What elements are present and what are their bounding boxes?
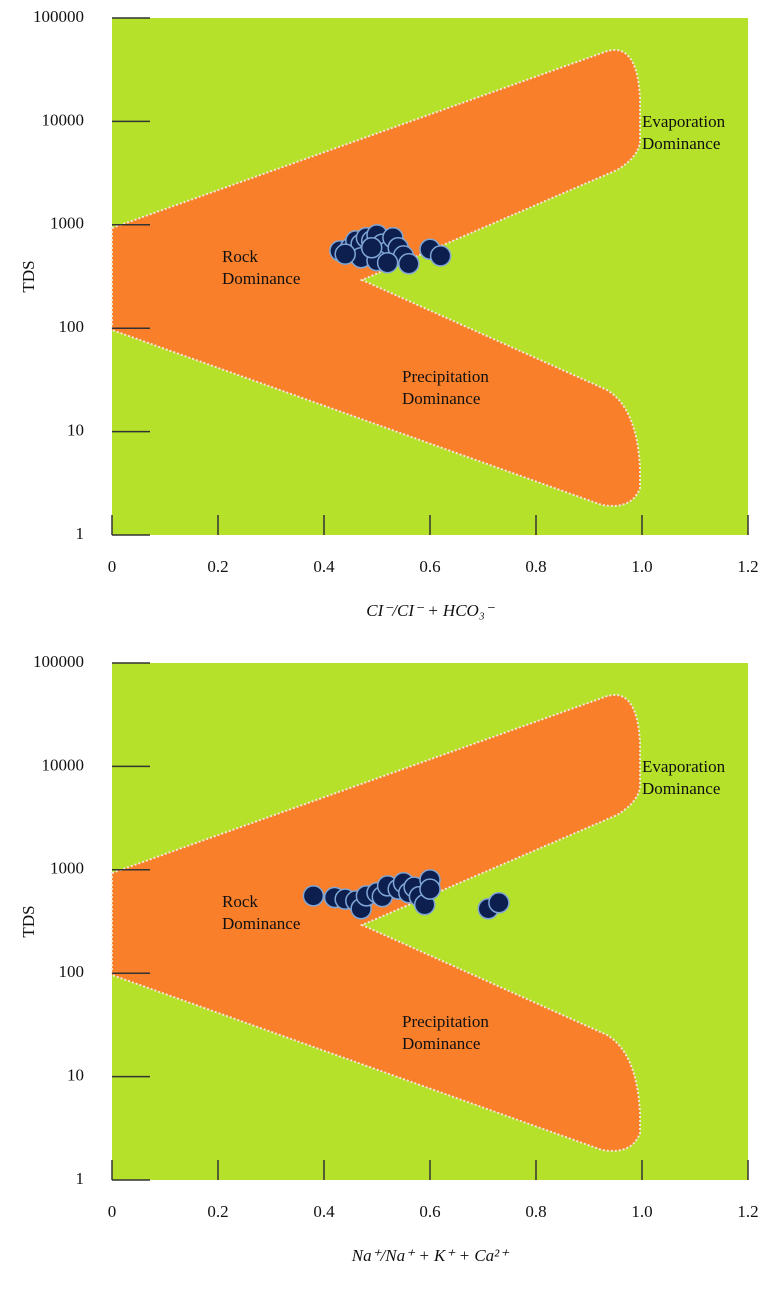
x-tick-label: 0.6 xyxy=(419,1202,440,1221)
y-tick-label: 1 xyxy=(76,1169,85,1188)
region-label: Dominance xyxy=(222,914,300,933)
y-tick-label: 100 xyxy=(59,317,85,336)
x-tick-label: 0.2 xyxy=(207,557,228,576)
data-point xyxy=(302,885,325,907)
x-tick-label: 0.4 xyxy=(313,557,335,576)
dominance-region xyxy=(111,694,641,1152)
region-label: Precipitation xyxy=(402,1012,489,1031)
x-tick-label: 1.2 xyxy=(737,557,758,576)
y-axis-label: TDS xyxy=(19,905,38,937)
y-tick-label: 10000 xyxy=(42,110,85,129)
region-label: Dominance xyxy=(642,779,720,798)
y-tick-label: 1000 xyxy=(50,859,84,878)
x-tick-label: 0.8 xyxy=(525,557,546,576)
x-tick-label: 0.4 xyxy=(313,1202,335,1221)
x-tick-label: 1.0 xyxy=(631,1202,652,1221)
region-label: Dominance xyxy=(642,134,720,153)
region-label: Evaporation xyxy=(642,112,726,131)
y-tick-label: 100000 xyxy=(33,7,84,26)
y-tick-label: 1000 xyxy=(50,214,84,233)
y-tick-label: 100 xyxy=(59,962,85,981)
x-axis-label: Na⁺/Na⁺ + K⁺ + Ca²⁺ xyxy=(351,1246,511,1265)
x-tick-label: 0 xyxy=(108,1202,117,1221)
data-point xyxy=(419,878,441,900)
data-point xyxy=(488,892,510,914)
y-tick-label: 1 xyxy=(76,524,85,543)
x-tick-label: 1.0 xyxy=(631,557,652,576)
x-tick-label: 0.6 xyxy=(419,557,440,576)
data-point xyxy=(334,243,356,265)
x-tick-label: 1.2 xyxy=(737,1202,758,1221)
region-label: Dominance xyxy=(222,269,300,288)
data-point xyxy=(429,245,452,267)
x-axis-label: CI⁻/CI⁻ + HCO₃⁻ xyxy=(366,601,495,620)
y-axis-label: TDS xyxy=(19,260,38,292)
data-point xyxy=(398,253,420,275)
y-tick-label: 10 xyxy=(67,1066,84,1085)
data-point xyxy=(360,236,383,259)
region-label: Rock xyxy=(222,892,258,911)
x-tick-label: 0 xyxy=(108,557,117,576)
y-tick-label: 10000 xyxy=(42,755,85,774)
region-label: Dominance xyxy=(402,389,480,408)
region-label: Rock xyxy=(222,247,258,266)
y-tick-label: 100000 xyxy=(33,652,84,671)
dominance-region xyxy=(111,49,641,507)
region-label: Evaporation xyxy=(642,757,726,776)
x-tick-label: 0.8 xyxy=(525,1202,546,1221)
region-label: Precipitation xyxy=(402,367,489,386)
data-point xyxy=(376,251,399,274)
x-tick-label: 0.2 xyxy=(207,1202,228,1221)
region-label: Dominance xyxy=(402,1034,480,1053)
y-tick-label: 10 xyxy=(67,421,84,440)
